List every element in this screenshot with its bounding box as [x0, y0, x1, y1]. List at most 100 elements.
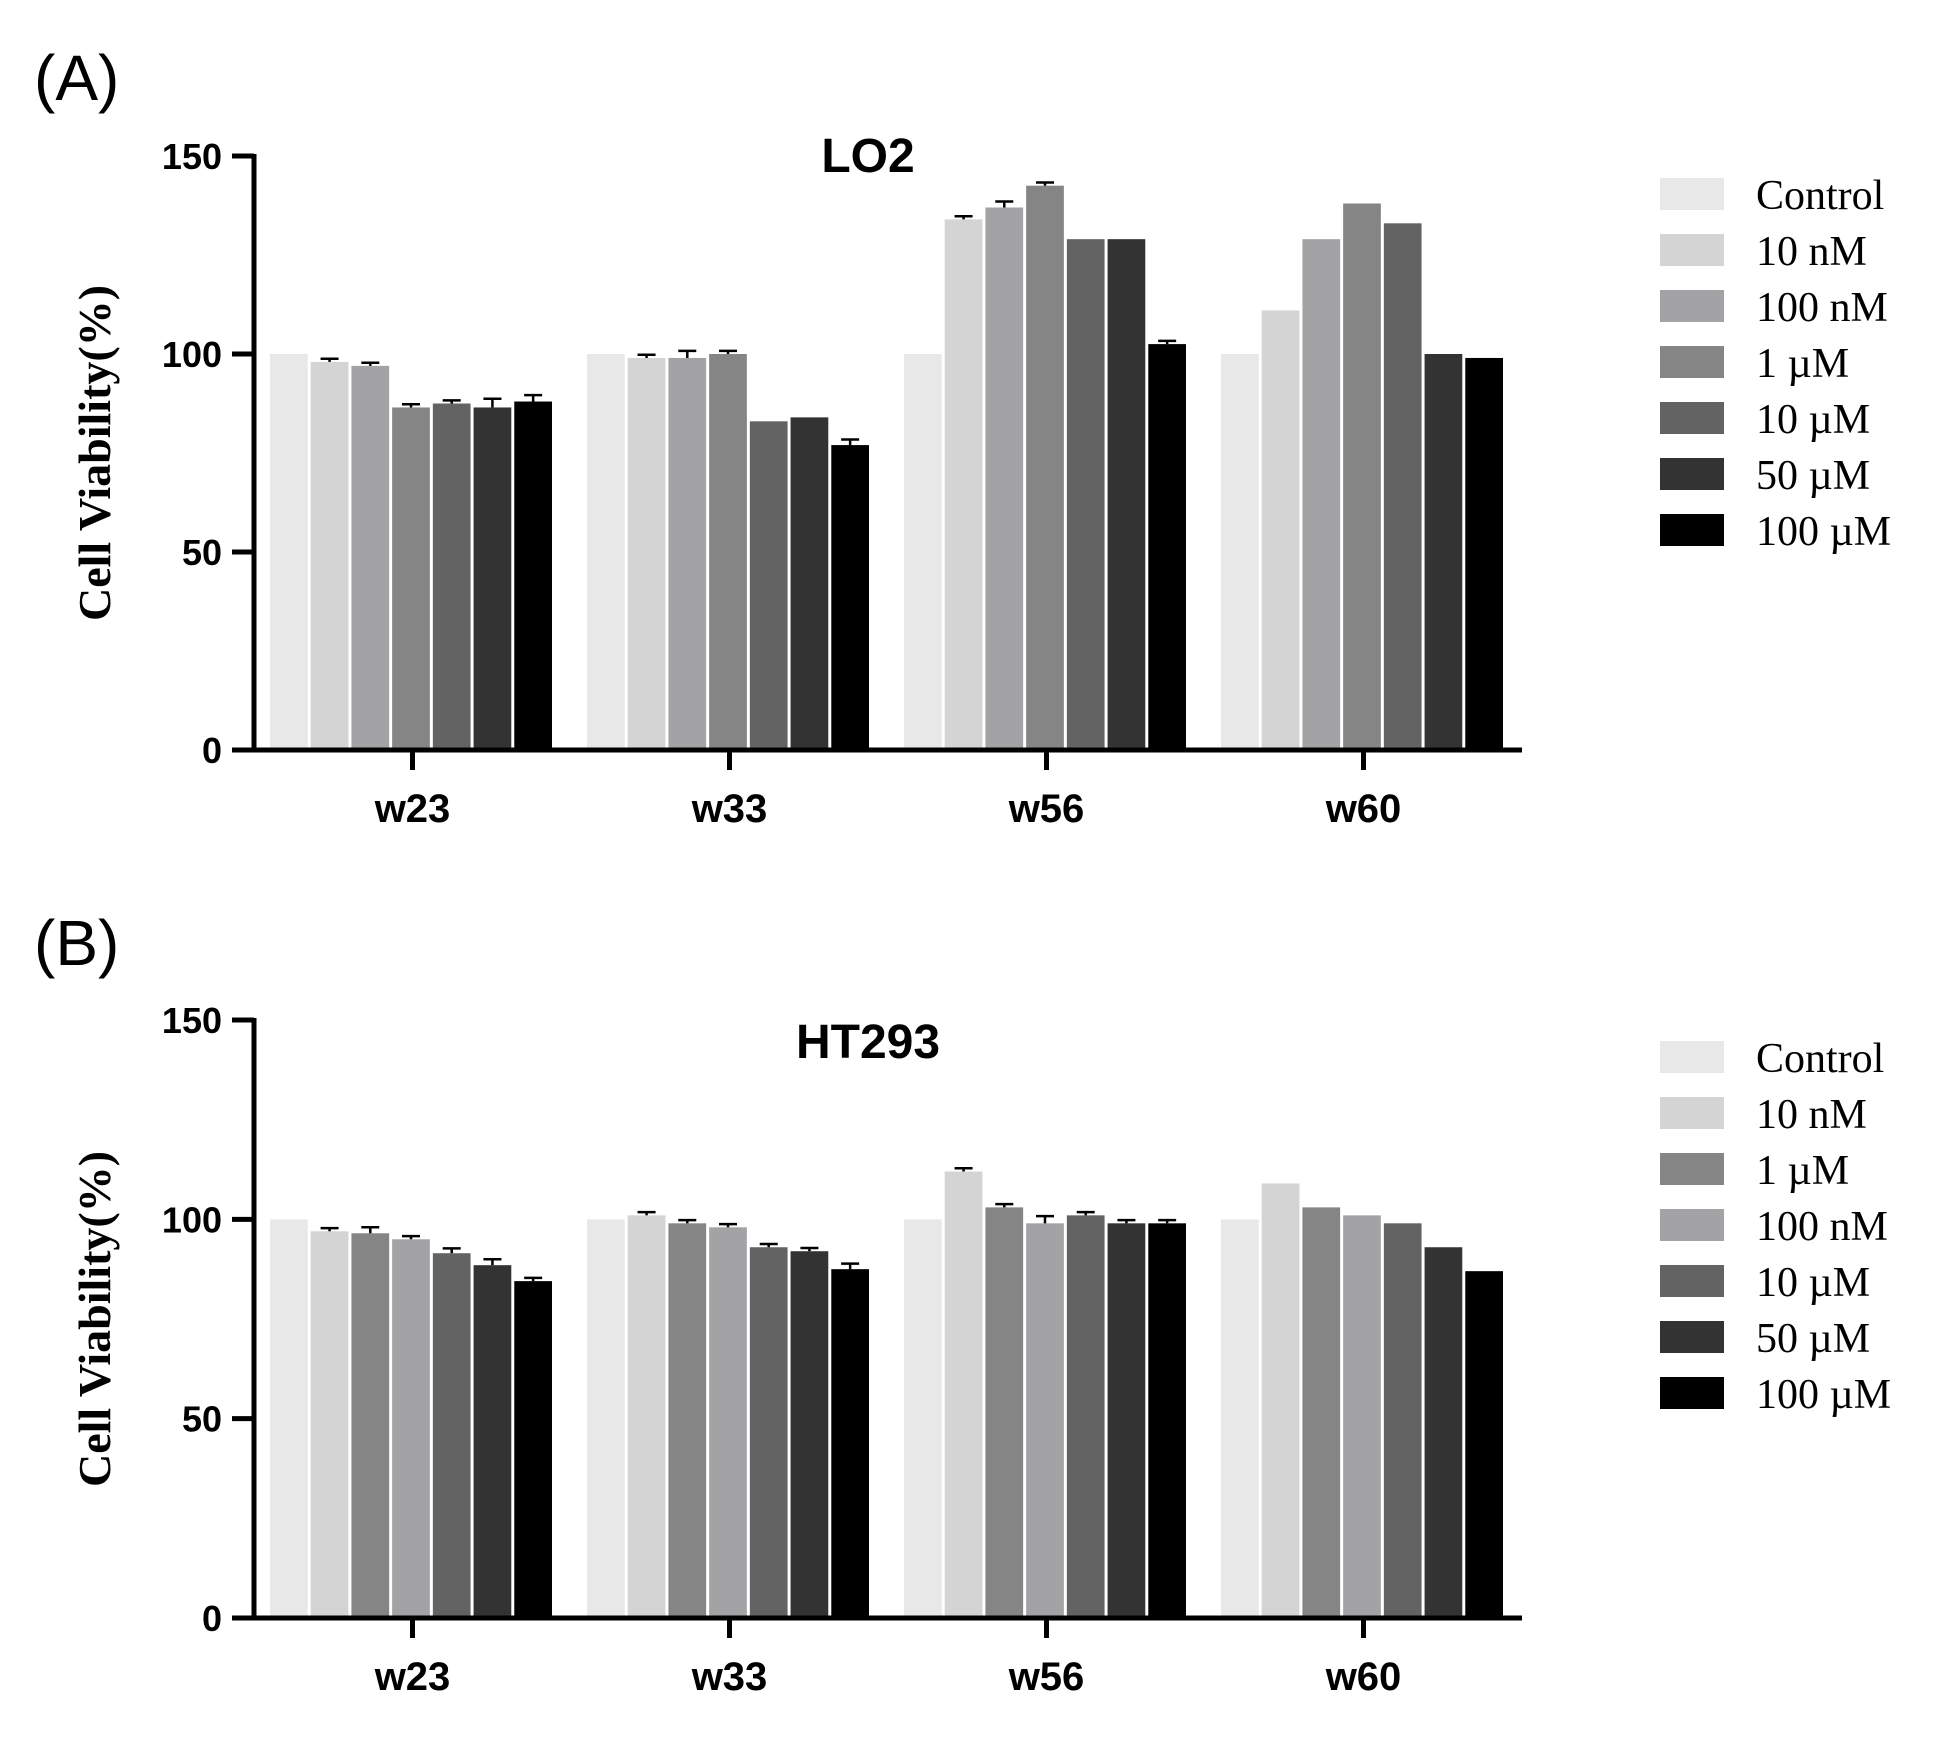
y-axis-label: Cell Viability(%) [69, 285, 120, 621]
bar [1465, 357, 1503, 750]
bar [627, 357, 666, 750]
x-tick-label: w56 [1008, 787, 1085, 831]
bar [944, 219, 983, 751]
bar [1221, 354, 1259, 750]
bar [831, 445, 869, 750]
bar [1302, 239, 1341, 750]
chart-title: HT293 [796, 1016, 940, 1069]
y-tick-label: 100 [162, 334, 222, 375]
legend-label: 100 nM [1756, 1204, 1888, 1250]
legend-swatch [1660, 402, 1724, 434]
legend-swatch [1660, 290, 1724, 322]
bar [904, 1219, 942, 1618]
y-tick-label: 50 [182, 532, 222, 573]
bar [351, 1233, 390, 1618]
legend-label: Control [1756, 173, 1884, 219]
legend-swatch [1660, 1377, 1724, 1409]
bar [1026, 185, 1064, 750]
legend-label: 50 µM [1756, 453, 1870, 499]
bar [473, 1265, 512, 1618]
x-tick-label: w56 [1008, 1655, 1085, 1699]
x-tick-label: w33 [691, 787, 768, 831]
legend-swatch [1660, 1265, 1724, 1297]
panel-label: (B) [34, 907, 119, 979]
bar [790, 1251, 829, 1618]
bar [587, 1219, 625, 1618]
legend-label: 10 µM [1756, 1260, 1870, 1306]
y-tick-label: 0 [202, 730, 222, 771]
bar [1465, 1271, 1503, 1618]
bar [1066, 1215, 1105, 1618]
bar [668, 1223, 707, 1618]
x-tick-label: w60 [1325, 1655, 1402, 1699]
y-tick-label: 150 [162, 1000, 222, 1041]
bar [1343, 1215, 1381, 1618]
bar [514, 1281, 552, 1618]
bar [310, 1231, 349, 1618]
bar [709, 354, 747, 750]
legend-swatch [1660, 514, 1724, 546]
legend-label: 10 nM [1756, 1092, 1867, 1138]
bar [1424, 354, 1463, 750]
legend-label: 1 µM [1756, 341, 1849, 387]
y-tick-label: 100 [162, 1199, 222, 1240]
bar [1383, 1223, 1422, 1618]
bar [985, 207, 1024, 751]
legend-swatch [1660, 178, 1724, 210]
bar [392, 407, 430, 750]
x-tick-label: w23 [374, 787, 451, 831]
bar [270, 354, 308, 750]
bar [514, 401, 552, 750]
legend-label: Control [1756, 1036, 1884, 1082]
legend: Control 10 nM 100 nM 1 µM 10 µM 50 µM 100 µM [1660, 173, 1891, 555]
x-tick-label: w60 [1325, 787, 1402, 831]
bar [392, 1239, 430, 1618]
legend-swatch [1660, 1041, 1724, 1073]
bar [749, 1247, 788, 1618]
bar [1261, 1183, 1300, 1618]
bar [1261, 310, 1300, 750]
legend-swatch [1660, 1209, 1724, 1241]
bar [985, 1207, 1024, 1618]
legend: Control 10 nM 1 µM 100 nM 10 µM 50 µM 100 µM [1660, 1036, 1891, 1418]
legend-swatch [1660, 346, 1724, 378]
bar [1066, 239, 1105, 750]
bar [709, 1227, 747, 1618]
panel-label: (A) [34, 42, 119, 114]
chart-title: LO2 [821, 130, 914, 183]
bar [944, 1171, 983, 1618]
bar [668, 357, 707, 750]
legend-swatch [1660, 234, 1724, 266]
bar [627, 1215, 666, 1618]
bar [587, 354, 625, 750]
y-axis-label: Cell Viability(%) [69, 1151, 120, 1487]
bar [1107, 1223, 1146, 1618]
x-tick-label: w23 [374, 1655, 451, 1699]
legend-label: 100 µM [1756, 509, 1891, 555]
chart-ht293: (B) HT293 Cell Viability(%) 0 50 100 150 w23 w33… [34, 907, 1891, 1699]
legend-label: 100 µM [1756, 1372, 1891, 1418]
legend-swatch [1660, 1321, 1724, 1353]
bar [831, 1269, 869, 1618]
x-tick-label: w33 [691, 1655, 768, 1699]
bar [432, 1253, 471, 1618]
bar [270, 1219, 308, 1618]
legend-swatch [1660, 458, 1724, 490]
bar [1221, 1219, 1259, 1618]
legend-label: 50 µM [1756, 1316, 1870, 1362]
bar [1343, 203, 1381, 750]
bar [1302, 1207, 1341, 1618]
legend-label: 10 nM [1756, 229, 1867, 275]
legend-swatch [1660, 1097, 1724, 1129]
bar [1148, 344, 1186, 750]
legend-label: 10 µM [1756, 397, 1870, 443]
bar [432, 403, 471, 750]
legend-swatch [1660, 1153, 1724, 1185]
bar [1148, 1223, 1186, 1618]
y-tick-label: 0 [202, 1598, 222, 1639]
bar [310, 361, 349, 750]
bar [749, 421, 788, 750]
legend-label: 1 µM [1756, 1148, 1849, 1194]
bar [351, 365, 390, 750]
